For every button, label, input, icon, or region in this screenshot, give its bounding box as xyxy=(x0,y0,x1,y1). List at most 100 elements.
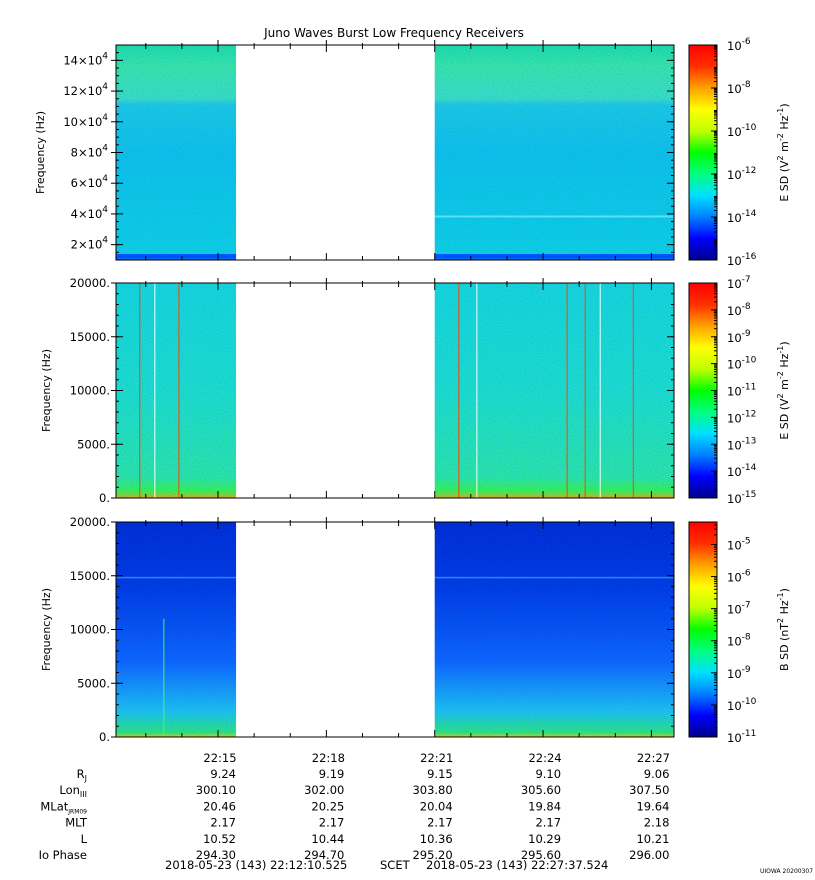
ephemeris-value: 2.17 xyxy=(535,816,561,830)
colorbar-tick-label: 10-7 xyxy=(727,601,751,617)
y-tick-label: 2×104 xyxy=(71,236,109,252)
footer-end-time: 2018-05-23 (143) 22:27:37.524 xyxy=(426,858,608,872)
ephemeris-value: 305.60 xyxy=(521,783,561,797)
ephemeris-value: 303.80 xyxy=(412,783,452,797)
colorbar-tick-label: 10-10 xyxy=(727,356,757,372)
ephemeris-time: 22:21 xyxy=(420,751,453,765)
ephemeris-value: 19.84 xyxy=(528,799,561,813)
colorbar-tick-label: 10-8 xyxy=(727,80,751,96)
colorbar xyxy=(688,44,718,261)
colorbar-tick-label: 10-11 xyxy=(727,729,756,745)
ephemeris-value: 294.70 xyxy=(304,848,344,862)
colorbar-tick-label: 10-8 xyxy=(727,633,751,649)
y-tick-label: 20000. xyxy=(70,276,110,290)
colorbar-tick-label: 10-5 xyxy=(727,536,751,552)
colorbar-tick-label: 10-11 xyxy=(727,383,756,399)
y-tick-label: 5000. xyxy=(77,437,110,451)
y-axis-label: Frequency (Hz) xyxy=(34,111,47,194)
ephemeris-value: 10.44 xyxy=(311,832,344,846)
ephemeris-value: 294.30 xyxy=(196,848,236,862)
ephemeris-value: 9.10 xyxy=(535,767,561,781)
ephemeris-row-label: L xyxy=(81,832,88,846)
ephemeris-table: 22:15 22:18 22:21 22:24 22:27 RJ 9.24 9.19 9.15 9… xyxy=(39,751,670,862)
ephemeris-value: 20.46 xyxy=(203,799,236,813)
data-gap xyxy=(236,44,435,261)
colorbar-tick-label: 10-9 xyxy=(727,329,751,345)
colorbar-tick-label: 10-16 xyxy=(727,252,757,268)
panels: 2×104 4×104 6×104 8×104 10×104 12×104 14×104 Fr… xyxy=(34,37,791,745)
ephemeris-row-label: MLatJRM09 xyxy=(40,799,87,815)
ephemeris-time: 22:18 xyxy=(312,751,345,765)
colorbar-tick-label: 10-13 xyxy=(727,436,756,452)
ephemeris-row-label: LonIII xyxy=(59,783,87,799)
ephemeris-value: 295.20 xyxy=(412,848,452,862)
ephemeris-row-label: MLT xyxy=(65,816,88,830)
ephemeris-value: 302.00 xyxy=(304,783,344,797)
ephemeris-value: 2.17 xyxy=(427,816,453,830)
y-tick-label: 15000. xyxy=(70,330,110,344)
ephemeris-value: 9.06 xyxy=(644,767,670,781)
y-tick-label: 10000. xyxy=(70,384,110,398)
y-tick-label: 15000. xyxy=(70,569,110,583)
footer-start-time: 2018-05-23 (143) 22:12:10.525 xyxy=(165,858,347,872)
spectrogram-panel-3: 0. 5000. 10000. 15000. 20000. Frequency (Hz) 1… xyxy=(40,515,791,745)
colorbar-tick-label: 10-15 xyxy=(727,490,756,506)
ephemeris-row-label: Io Phase xyxy=(39,848,87,862)
ephemeris-value: 296.00 xyxy=(629,848,669,862)
ephemeris-time: 22:27 xyxy=(637,751,670,765)
ephemeris-row-label: RJ xyxy=(77,767,87,783)
colorbar-tick-label: 10-10 xyxy=(727,697,757,713)
ephemeris-value: 300.10 xyxy=(196,783,236,797)
y-tick-label: 4×104 xyxy=(71,205,109,221)
colorbar-tick-label: 10-6 xyxy=(727,569,751,585)
ephemeris-value: 10.52 xyxy=(203,832,236,846)
ephemeris-value: 20.25 xyxy=(311,799,344,813)
colorbar-tick-label: 10-12 xyxy=(727,166,756,182)
ephemeris-value: 9.19 xyxy=(319,767,345,781)
colorbar xyxy=(688,521,718,738)
ephemeris-value: 10.21 xyxy=(636,832,669,846)
colorbar-tick-label: 10-9 xyxy=(727,665,751,681)
ephemeris-value: 2.18 xyxy=(644,816,670,830)
ephemeris-time: 22:15 xyxy=(203,751,236,765)
y-tick-label: 10000. xyxy=(70,623,110,637)
colorbar-tick-label: 10-14 xyxy=(727,209,757,225)
ephemeris-value: 295.60 xyxy=(521,848,561,862)
emission-line xyxy=(434,215,674,218)
data-gap xyxy=(236,521,435,738)
ephemeris-value: 2.17 xyxy=(210,816,236,830)
ephemeris-value: 9.15 xyxy=(427,767,453,781)
y-tick-label: 6×104 xyxy=(71,174,109,190)
footer-scet: SCET xyxy=(380,858,411,872)
y-tick-label: 10×104 xyxy=(63,113,108,129)
colorbar-tick-label: 10-8 xyxy=(727,302,751,318)
ephemeris-value: 9.24 xyxy=(210,767,236,781)
colorbar-tick-label: 10-12 xyxy=(727,409,756,425)
y-tick-label: 14×104 xyxy=(63,51,108,67)
y-tick-label: 0. xyxy=(99,491,110,505)
ephemeris-value: 307.50 xyxy=(629,783,669,797)
y-tick-label: 20000. xyxy=(70,515,110,529)
colorbar-label: B SD (nT2 Hz-1) xyxy=(776,588,791,671)
ephemeris-value: 20.04 xyxy=(420,799,453,813)
spectrogram-panel-1: 2×104 4×104 6×104 8×104 10×104 12×104 14×104 Fr… xyxy=(34,37,791,268)
y-axis-label: Frequency (Hz) xyxy=(40,588,53,671)
colorbar-label: E SD (V2 m-2 Hz-1) xyxy=(776,103,791,201)
ephemeris-value: 2.17 xyxy=(319,816,345,830)
colorbar-tick-label: 10-6 xyxy=(727,37,751,53)
ephemeris-value: 19.64 xyxy=(636,799,669,813)
colorbar-tick-label: 10-14 xyxy=(727,463,757,479)
y-tick-label: 8×104 xyxy=(71,144,109,160)
y-tick-label: 5000. xyxy=(77,676,110,690)
ephemeris-value: 10.36 xyxy=(420,832,453,846)
processing-stamp: UIOWA 20200307 xyxy=(760,868,813,875)
chart-title: Juno Waves Burst Low Frequency Receivers xyxy=(263,26,524,40)
y-axis-label: Frequency (Hz) xyxy=(40,349,53,432)
colorbar-label: E SD (V2 m-2 Hz-1) xyxy=(776,341,791,439)
colorbar-tick-label: 10-7 xyxy=(727,275,751,291)
colorbar-tick-label: 10-10 xyxy=(727,123,757,139)
y-tick-label: 0. xyxy=(99,730,110,744)
spectrogram-panel-2: 0. 5000. 10000. 15000. 20000. Frequency (Hz) 1… xyxy=(40,275,791,506)
y-tick-label: 12×104 xyxy=(63,82,108,98)
